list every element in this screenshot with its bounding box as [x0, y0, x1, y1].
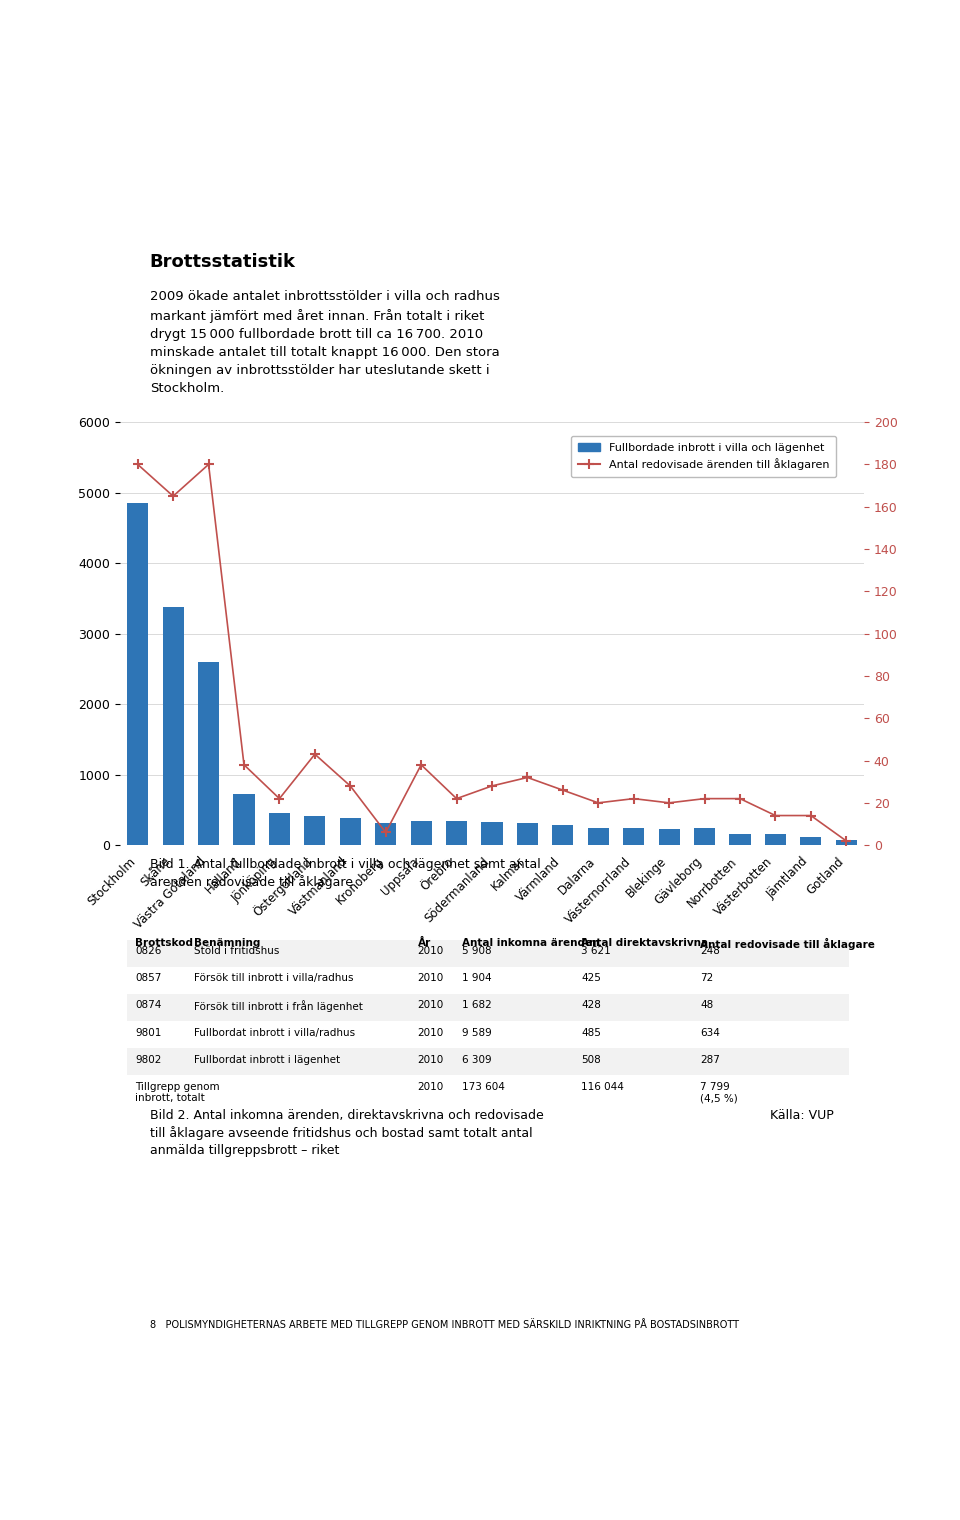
- Bar: [623, 828, 644, 845]
- Bar: [694, 828, 715, 845]
- Text: 425: 425: [581, 973, 601, 983]
- Text: Källa: VUP: Källa: VUP: [771, 1110, 834, 1122]
- Text: År: År: [418, 938, 431, 948]
- Text: 9802: 9802: [134, 1055, 161, 1064]
- Text: 287: 287: [701, 1055, 720, 1064]
- Bar: [730, 833, 751, 845]
- Text: 2010: 2010: [418, 1000, 444, 1011]
- Text: 9 589: 9 589: [463, 1028, 492, 1038]
- Text: Försök till inbrott i från lägenhet: Försök till inbrott i från lägenhet: [194, 1000, 363, 1012]
- Bar: [304, 816, 325, 845]
- Text: Brottsstatistik: Brottsstatistik: [150, 254, 296, 272]
- Bar: [375, 824, 396, 845]
- Legend: Fullbordade inbrott i villa och lägenhet, Antal redovisade ärenden till åklagare: Fullbordade inbrott i villa och lägenhet…: [571, 436, 836, 477]
- FancyBboxPatch shape: [128, 939, 849, 967]
- Bar: [552, 825, 573, 845]
- FancyBboxPatch shape: [128, 1049, 849, 1075]
- Text: 2010: 2010: [418, 973, 444, 983]
- FancyBboxPatch shape: [128, 1075, 849, 1102]
- Text: 48: 48: [701, 1000, 713, 1011]
- Text: 72: 72: [701, 973, 713, 983]
- Text: 0874: 0874: [134, 1000, 161, 1011]
- Text: Benämning: Benämning: [194, 938, 261, 948]
- Text: 428: 428: [581, 1000, 601, 1011]
- Text: Tillgrepp genom
inbrott, totalt: Tillgrepp genom inbrott, totalt: [134, 1082, 220, 1104]
- Text: 6 309: 6 309: [463, 1055, 492, 1064]
- Text: 9801: 9801: [134, 1028, 161, 1038]
- Text: 173 604: 173 604: [463, 1082, 505, 1091]
- Text: 485: 485: [581, 1028, 601, 1038]
- Text: 8   POLISMYNDIGHETERNAS ARBETE MED TILLGREPP GENOM INBROTT MED SÄRSKILD INRIKTNI: 8 POLISMYNDIGHETERNAS ARBETE MED TILLGRE…: [150, 1319, 739, 1330]
- Bar: [269, 813, 290, 845]
- FancyBboxPatch shape: [128, 994, 849, 1021]
- Bar: [198, 661, 219, 845]
- Text: 2010: 2010: [418, 1028, 444, 1038]
- Text: 2010: 2010: [418, 947, 444, 956]
- Text: 2010: 2010: [418, 1082, 444, 1091]
- Bar: [801, 838, 822, 845]
- Text: 5 908: 5 908: [463, 947, 492, 956]
- Text: 116 044: 116 044: [581, 1082, 624, 1091]
- Bar: [516, 822, 538, 845]
- Text: 2009 ökade antalet inbrottsstölder i villa och radhus
markant jämfört med året i: 2009 ökade antalet inbrottsstölder i vil…: [150, 290, 499, 395]
- Text: Brottskod: Brottskod: [134, 938, 193, 948]
- Text: 508: 508: [581, 1055, 601, 1064]
- Text: Försök till inbrott i villa/radhus: Försök till inbrott i villa/radhus: [194, 973, 354, 983]
- Text: 0826: 0826: [134, 947, 161, 956]
- Text: 2010: 2010: [418, 1055, 444, 1064]
- FancyBboxPatch shape: [128, 1021, 849, 1049]
- Text: Antal redovisade till åklagare: Antal redovisade till åklagare: [701, 938, 876, 950]
- Text: Fullbordat inbrott i lägenhet: Fullbordat inbrott i lägenhet: [194, 1055, 341, 1064]
- Bar: [127, 503, 149, 845]
- Text: Antal direktavskrivna: Antal direktavskrivna: [581, 938, 708, 948]
- Text: 0857: 0857: [134, 973, 161, 983]
- Bar: [835, 841, 857, 845]
- Bar: [340, 818, 361, 845]
- Text: 7 799
(4,5 %): 7 799 (4,5 %): [701, 1082, 738, 1104]
- Text: 1 682: 1 682: [463, 1000, 492, 1011]
- Text: 3 621: 3 621: [581, 947, 611, 956]
- Text: 634: 634: [701, 1028, 720, 1038]
- Bar: [588, 827, 609, 845]
- Text: Bild 1. Antal fullbordade inbrott i villa och lägenhet samt antal
ärenden redovi: Bild 1. Antal fullbordade inbrott i vill…: [150, 857, 540, 889]
- Text: Stöld i fritidshus: Stöld i fritidshus: [194, 947, 279, 956]
- Bar: [411, 821, 432, 845]
- Bar: [233, 793, 254, 845]
- Text: Antal inkomna ärenden: Antal inkomna ärenden: [463, 938, 600, 948]
- Text: 1 904: 1 904: [463, 973, 492, 983]
- Text: INLEDNING: INLEDNING: [132, 202, 243, 219]
- Bar: [765, 833, 786, 845]
- Text: Bild 2. Antal inkomna ärenden, direktavskrivna och redovisade
till åklagare avse: Bild 2. Antal inkomna ärenden, direktavs…: [150, 1110, 543, 1157]
- Bar: [446, 821, 468, 845]
- Bar: [162, 606, 183, 845]
- Text: 248: 248: [701, 947, 720, 956]
- Text: Fullbordat inbrott i villa/radhus: Fullbordat inbrott i villa/radhus: [194, 1028, 355, 1038]
- FancyBboxPatch shape: [128, 967, 849, 994]
- Bar: [659, 828, 680, 845]
- Bar: [481, 822, 503, 845]
